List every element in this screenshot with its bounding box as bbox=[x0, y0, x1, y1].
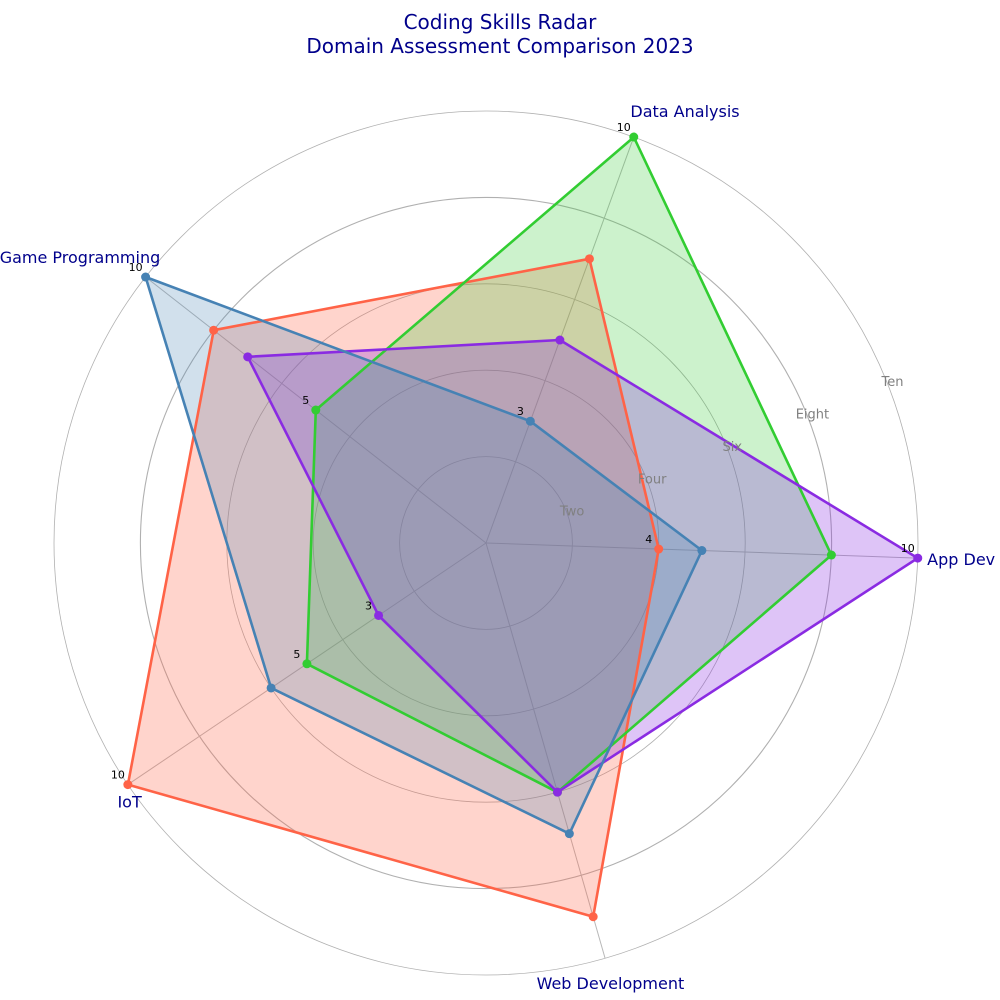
grid-spoke bbox=[485, 542, 606, 959]
chart-title-main: Coding Skills Radar bbox=[403, 10, 597, 34]
data-point bbox=[826, 550, 836, 560]
value-annotation: 10 bbox=[129, 261, 143, 274]
grid-ring bbox=[53, 110, 919, 976]
data-point bbox=[266, 683, 276, 693]
radar-grid bbox=[53, 110, 919, 976]
data-point bbox=[525, 416, 535, 426]
radar-series bbox=[123, 132, 923, 922]
data-point bbox=[209, 325, 219, 335]
data-point bbox=[584, 254, 594, 264]
series-line bbox=[305, 135, 833, 794]
data-point bbox=[564, 829, 574, 839]
series-line bbox=[246, 338, 920, 794]
data-point bbox=[243, 352, 253, 362]
data-point bbox=[552, 787, 562, 797]
value-annotation: 10 bbox=[901, 542, 915, 555]
ring-label: Four bbox=[638, 472, 667, 487]
grid-ring bbox=[312, 369, 660, 717]
grid-ring bbox=[139, 196, 833, 890]
value-annotation: 10 bbox=[617, 121, 631, 134]
category-label: Game Programming bbox=[0, 248, 160, 267]
ring-label: Two bbox=[559, 505, 584, 520]
data-point bbox=[555, 335, 565, 345]
ring-label: Six bbox=[723, 440, 743, 455]
data-point bbox=[311, 405, 321, 415]
value-annotation: 10 bbox=[111, 769, 125, 782]
data-point bbox=[654, 544, 664, 554]
value-annotation: 5 bbox=[293, 648, 300, 661]
chart-title: Coding Skills Radar Domain Assessment Co… bbox=[0, 10, 1000, 58]
category-label: IoT bbox=[117, 792, 142, 811]
data-point bbox=[374, 610, 384, 620]
value-annotation: 5 bbox=[302, 394, 309, 407]
ring-label: Eight bbox=[796, 408, 829, 423]
value-annotation: 3 bbox=[517, 405, 524, 418]
data-point bbox=[629, 132, 639, 142]
series-line bbox=[126, 257, 661, 919]
series-area bbox=[306, 137, 832, 793]
category-label: App Dev bbox=[927, 550, 995, 569]
data-point bbox=[123, 780, 133, 790]
category-label: Web Development bbox=[537, 974, 685, 993]
series-area bbox=[247, 340, 918, 793]
data-point bbox=[588, 912, 598, 922]
data-point bbox=[697, 546, 707, 556]
category-label: Data Analysis bbox=[630, 102, 739, 121]
grid-ring bbox=[399, 456, 573, 630]
value-annotation: 3 bbox=[365, 599, 372, 612]
ring-label: Ten bbox=[881, 375, 904, 390]
series-area bbox=[127, 258, 659, 917]
chart-subtitle: Domain Assessment Comparison 2023 bbox=[306, 34, 694, 58]
radar-labels: Two Four Six Eight Ten App Dev Data Analysis Ga… bbox=[0, 102, 995, 993]
series-line bbox=[144, 275, 704, 836]
value-annotation: 4 bbox=[645, 533, 652, 546]
data-point bbox=[302, 659, 312, 669]
data-point bbox=[913, 553, 923, 563]
data-point bbox=[141, 272, 151, 282]
